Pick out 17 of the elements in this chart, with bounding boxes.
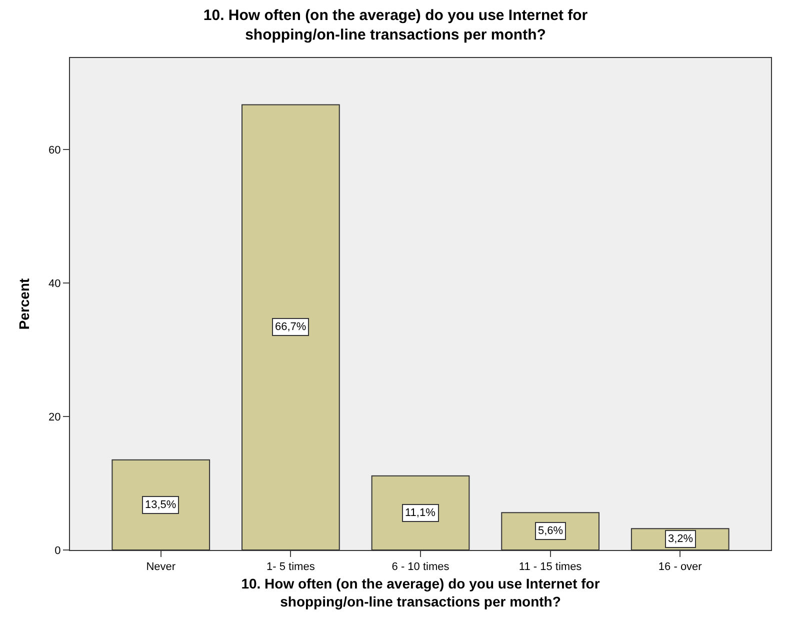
x-tick-label: Never [146,561,176,574]
x-tick-label: 16 - over [658,561,702,574]
x-tick-label: 1- 5 times [266,561,316,574]
x-tick-label: 6 - 10 times [392,561,450,574]
data-label: 3,2% [668,533,694,545]
y-tick-label: 60 [48,144,61,156]
y-tick-label: 40 [48,278,61,290]
data-label: 66,7% [275,321,306,333]
x-axis-title: 10. How often (on the average) do you use Internet for shopping/on-line transactions per month? [241,576,600,610]
data-label: 5,6% [538,525,564,537]
data-label: 13,5% [145,499,176,511]
y-tick-label: 0 [54,544,61,557]
x-tick-label: 11 - 15 times [518,561,582,574]
y-tick-label: 20 [48,411,61,424]
y-axis-title: Percent [16,278,32,330]
data-label: 11,1% [405,507,436,519]
chart-title: 10. How often (on the average) do you use Internet for shopping/on-line transactions per month? [203,7,588,44]
